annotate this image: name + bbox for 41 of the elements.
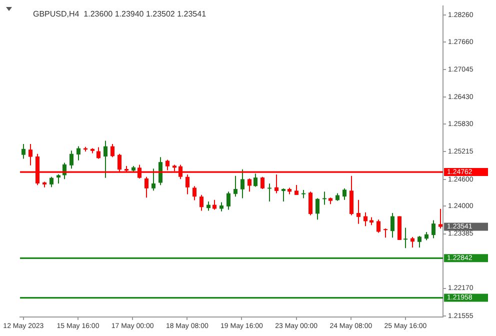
candlestick	[158, 156, 162, 186]
candlestick	[240, 168, 244, 199]
candlestick	[438, 208, 442, 230]
candlestick	[342, 188, 346, 200]
candlestick	[200, 194, 204, 212]
candlestick	[152, 168, 156, 192]
candlestick	[226, 191, 230, 210]
candlestick	[418, 236, 422, 248]
candlestick	[220, 202, 224, 212]
candlestick	[356, 199, 360, 224]
candlestick	[384, 228, 388, 238]
candlestick	[432, 220, 436, 239]
candlestick	[234, 175, 238, 198]
candlestick	[248, 178, 252, 192]
candlestick	[70, 150, 74, 170]
candlestick	[410, 236, 414, 248]
candlestick	[22, 143, 26, 160]
candlestick	[364, 212, 368, 227]
candlestick	[206, 201, 210, 212]
candlestick	[268, 182, 272, 202]
candlestick	[110, 143, 114, 158]
candlestick	[350, 175, 354, 216]
candlestick	[282, 188, 286, 202]
candlestick	[308, 191, 312, 216]
candlestick	[294, 184, 298, 196]
candlestick	[56, 174, 60, 184]
candlestick	[192, 186, 196, 201]
candlestick	[390, 212, 394, 238]
candlestick	[96, 146, 100, 160]
candlestick	[28, 143, 32, 166]
chart-title: GBPUSD,H4 1.23600 1.23940 1.23502 1.23541	[33, 9, 207, 18]
candlestick	[322, 191, 326, 206]
candlestick	[50, 176, 54, 188]
candlestick	[404, 227, 408, 249]
candlestick	[260, 176, 264, 190]
candlestick	[144, 176, 148, 198]
candlestick	[316, 198, 320, 220]
candlestick	[76, 146, 80, 161]
candlestick	[104, 140, 108, 178]
candlestick	[376, 219, 380, 234]
candlestick	[254, 173, 258, 188]
